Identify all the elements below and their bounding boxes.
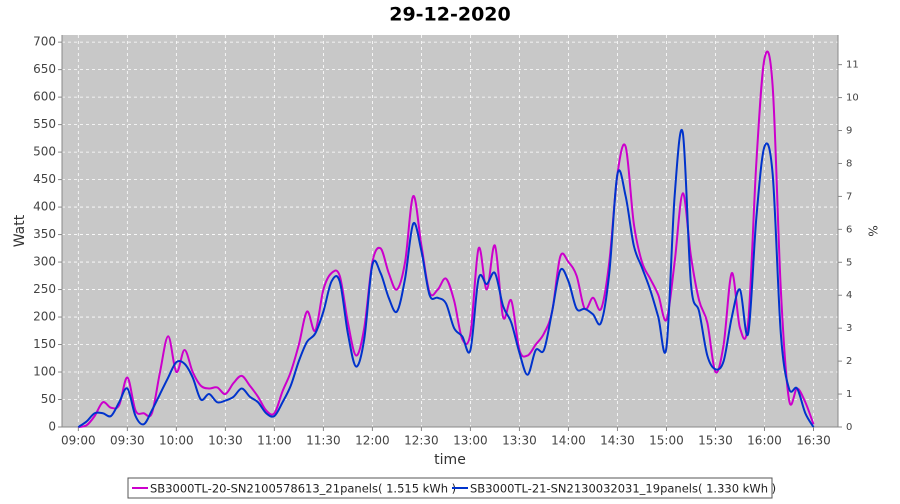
y-tick-label: 700 — [33, 35, 56, 49]
y-tick-label: 500 — [33, 145, 56, 159]
y-tick-label: 0 — [48, 420, 56, 434]
y2-tick-label: 9 — [846, 126, 852, 137]
y-tick-label: 450 — [33, 172, 56, 186]
x-tick-label: 12:30 — [404, 434, 439, 448]
x-tick-label: 09:00 — [61, 434, 96, 448]
y-tick-label: 150 — [33, 337, 56, 351]
x-tick-label: 14:30 — [600, 434, 635, 448]
y2-tick-label: 2 — [846, 356, 852, 367]
y-tick-label: 400 — [33, 200, 56, 214]
x-tick-label: 15:00 — [649, 434, 684, 448]
x-tick-label: 11:00 — [257, 434, 292, 448]
y2-tick-label: 11 — [846, 60, 859, 71]
y2-axis-label: % — [866, 225, 880, 236]
x-tick-label: 15:30 — [698, 434, 733, 448]
legend-label: SB3000TL-21-SN2130032031_19panels( 1.330… — [470, 482, 776, 496]
y2-tick-label: 4 — [846, 290, 852, 301]
y2-tick-label: 8 — [846, 158, 852, 169]
series-line — [77, 129, 815, 428]
x-tick-label: 16:30 — [796, 434, 831, 448]
y-tick-label: 300 — [33, 255, 56, 269]
y-tick-label: 200 — [33, 310, 56, 324]
x-tick-label: 16:00 — [747, 434, 782, 448]
y-tick-label: 50 — [41, 392, 56, 406]
x-tick-label: 13:30 — [502, 434, 537, 448]
series-line — [78, 50, 815, 428]
y-tick-label: 250 — [33, 282, 56, 296]
y-tick-label: 650 — [33, 62, 56, 76]
y-tick-label: 550 — [33, 117, 56, 131]
y-axis-label: Watt — [12, 214, 28, 247]
y2-tick-label: 6 — [846, 224, 852, 235]
y2-tick-label: 5 — [846, 257, 852, 268]
y2-tick-label: 7 — [846, 191, 852, 202]
x-tick-label: 13:00 — [453, 434, 488, 448]
y2-tick-label: 0 — [846, 422, 852, 433]
legend — [127, 477, 773, 499]
x-axis-label: time — [434, 452, 466, 468]
y-tick-label: 600 — [33, 90, 56, 104]
y2-tick-label: 3 — [846, 323, 852, 334]
x-tick-label: 10:00 — [159, 434, 194, 448]
x-tick-label: 11:30 — [306, 434, 341, 448]
legend-label: SB3000TL-20-SN2100578613_21panels( 1.515… — [150, 482, 456, 496]
chart-title: 29-12-2020 — [389, 4, 511, 26]
y-tick-label: 100 — [33, 365, 56, 379]
y2-tick-label: 1 — [846, 389, 852, 400]
x-tick-label: 10:30 — [208, 434, 243, 448]
y-tick-label: 350 — [33, 227, 56, 241]
x-tick-label: 12:00 — [355, 434, 390, 448]
x-tick-label: 14:00 — [551, 434, 586, 448]
x-tick-label: 09:30 — [110, 434, 145, 448]
y2-tick-label: 10 — [846, 93, 859, 104]
